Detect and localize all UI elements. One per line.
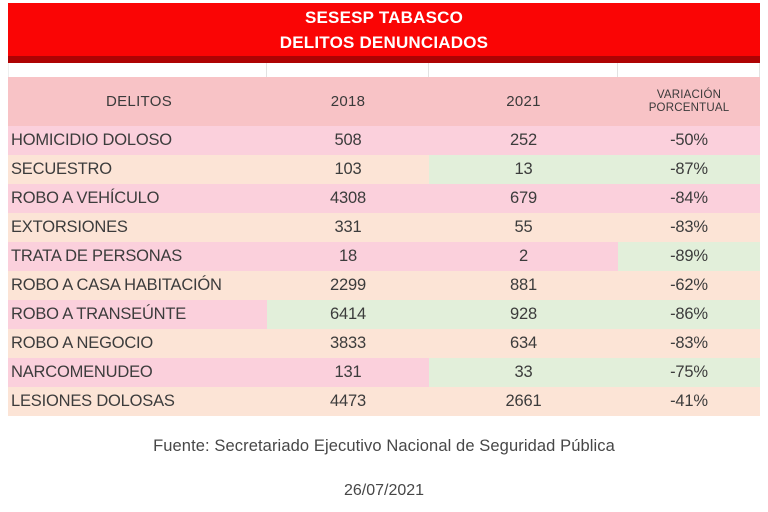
- cell-variacion: -50%: [618, 126, 760, 155]
- cell-delito: ROBO A VEHÍCULO: [8, 184, 267, 213]
- table-row: ROBO A CASA HABITACIÓN 2299 881 -62%: [8, 271, 760, 300]
- cell-2021: 13: [429, 155, 618, 184]
- table-row: EXTORSIONES 331 55 -83%: [8, 213, 760, 242]
- cell-variacion: -75%: [618, 358, 760, 387]
- cell-delito: ROBO A NEGOCIO: [8, 329, 267, 358]
- cell-2018: 18: [267, 242, 429, 271]
- spacer-cell: [618, 63, 760, 77]
- cell-2018: 6414: [267, 300, 429, 329]
- banner-title-line1: SESESP TABASCO: [304, 7, 464, 27]
- cell-variacion: -89%: [618, 242, 760, 271]
- cell-2021: 928: [429, 300, 618, 329]
- cell-delito: EXTORSIONES: [8, 213, 267, 242]
- cell-delito: ROBO A TRANSEÚNTE: [8, 300, 267, 329]
- spacer-cell: [267, 63, 429, 77]
- cell-variacion: -83%: [618, 213, 760, 242]
- cell-2018: 4473: [267, 387, 429, 416]
- cell-2018: 2299: [267, 271, 429, 300]
- cell-2018: 508: [267, 126, 429, 155]
- cell-delito: LESIONES DOLOSAS: [8, 387, 267, 416]
- spacer-cell: [429, 63, 618, 77]
- cell-2018: 131: [267, 358, 429, 387]
- cell-variacion: -84%: [618, 184, 760, 213]
- spacer-row: [8, 63, 760, 77]
- cell-2021: 252: [429, 126, 618, 155]
- title-banner: SESESP TABASCO DELITOS DENUNCIADOS: [8, 3, 760, 63]
- cell-2018: 331: [267, 213, 429, 242]
- table-row: SECUESTRO 103 13 -87%: [8, 155, 760, 184]
- cell-delito: SECUESTRO: [8, 155, 267, 184]
- column-header-variacion: VARIACIÓN PORCENTUAL: [618, 77, 760, 126]
- cell-2018: 3833: [267, 329, 429, 358]
- cell-variacion: -83%: [618, 329, 760, 358]
- cell-2021: 881: [429, 271, 618, 300]
- column-header-2018: 2018: [330, 93, 366, 110]
- table-row: LESIONES DOLOSAS 4473 2661 -41%: [8, 387, 760, 416]
- source-attribution: Fuente: Secretariado Ejecutivo Nacional …: [153, 437, 615, 455]
- column-header-2021: 2021: [506, 93, 541, 110]
- cell-2021: 2: [429, 242, 618, 271]
- cell-2021: 33: [429, 358, 618, 387]
- table-body: HOMICIDIO DOLOSO 508 252 -50% SECUESTRO …: [8, 126, 760, 416]
- cell-2021: 55: [429, 213, 618, 242]
- cell-variacion: -62%: [618, 271, 760, 300]
- table-row: HOMICIDIO DOLOSO 508 252 -50%: [8, 126, 760, 155]
- cell-2021: 634: [429, 329, 618, 358]
- table-row: ROBO A VEHÍCULO 4308 679 -84%: [8, 184, 760, 213]
- cell-variacion: -41%: [618, 387, 760, 416]
- table-row: TRATA DE PERSONAS 18 2 -89%: [8, 242, 760, 271]
- cell-delito: HOMICIDIO DOLOSO: [8, 126, 267, 155]
- column-header-variacion-line1: VARIACIÓN: [656, 88, 722, 101]
- table-row: ROBO A TRANSEÚNTE 6414 928 -86%: [8, 300, 760, 329]
- spacer-cell: [8, 63, 267, 77]
- cell-2021: 679: [429, 184, 618, 213]
- table-row: NARCOMENUDEO 131 33 -75%: [8, 358, 760, 387]
- cell-2018: 103: [267, 155, 429, 184]
- cell-variacion: -86%: [618, 300, 760, 329]
- banner-title-line2: DELITOS DENUNCIADOS: [279, 32, 489, 52]
- table-header-row: DELITOS 2018 2021 VARIACIÓN PORCENTUAL: [8, 77, 760, 126]
- cell-delito: TRATA DE PERSONAS: [8, 242, 267, 271]
- cell-delito: ROBO A CASA HABITACIÓN: [8, 271, 267, 300]
- cell-2021: 2661: [429, 387, 618, 416]
- publication-date: 26/07/2021: [343, 482, 425, 499]
- cell-delito: NARCOMENUDEO: [8, 358, 267, 387]
- column-header-variacion-line2: PORCENTUAL: [648, 101, 730, 114]
- column-header-delitos: DELITOS: [105, 93, 172, 110]
- cell-2018: 4308: [267, 184, 429, 213]
- table-row: ROBO A NEGOCIO 3833 634 -83%: [8, 329, 760, 358]
- cell-variacion: -87%: [618, 155, 760, 184]
